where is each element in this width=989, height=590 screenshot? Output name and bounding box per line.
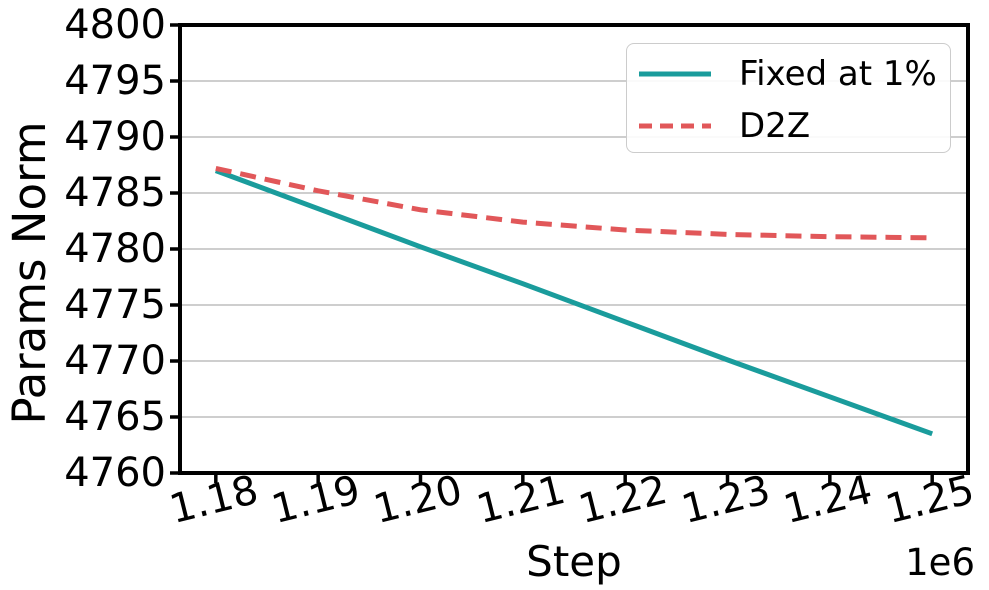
series-line-fixed-at-1 (214, 168, 934, 437)
legend-item: D2Z (637, 101, 950, 151)
y-tick-label: 4770 (64, 338, 166, 384)
y-tick-label: 4785 (64, 170, 166, 216)
x-axis-offset-label: 1e6 (905, 541, 975, 584)
series-lines (214, 165, 934, 437)
y-tick-label: 4765 (64, 394, 166, 440)
legend-sample-line (639, 123, 711, 129)
legend-item: Fixed at 1% (637, 49, 950, 99)
y-tick-label: 4800 (64, 2, 166, 48)
legend: Fixed at 1% D2Z (626, 43, 951, 153)
y-tick-label: 4780 (64, 226, 166, 272)
x-axis-label: Step (526, 537, 622, 586)
y-tick-label: 4760 (64, 450, 166, 496)
legend-sample-line (639, 71, 711, 77)
legend-label: D2Z (739, 105, 811, 146)
y-tick-label: 4790 (64, 114, 166, 160)
y-tick-label: 4775 (64, 282, 166, 328)
axes-frame (178, 23, 970, 475)
series-line-d2z (215, 165, 933, 241)
legend-label: Fixed at 1% (739, 54, 937, 95)
axis-tick-marks (170, 23, 934, 483)
y-tick-label: 4795 (64, 58, 166, 104)
